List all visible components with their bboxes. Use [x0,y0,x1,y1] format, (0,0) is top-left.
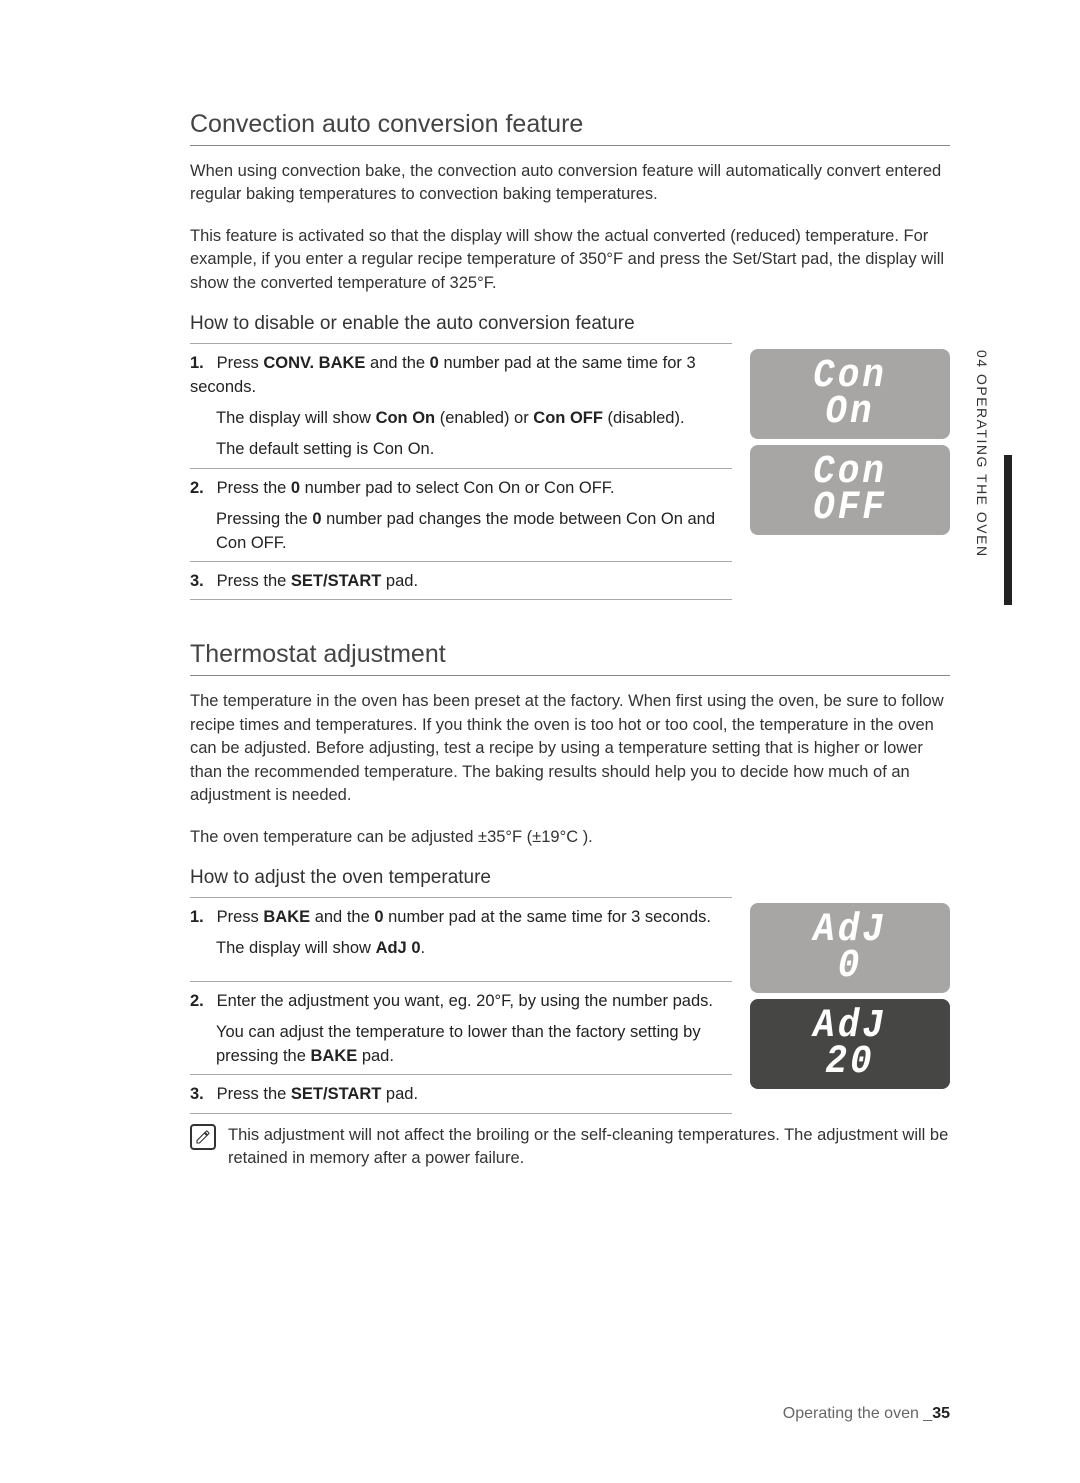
page-number: 35 [932,1405,950,1422]
step-number: 1. [190,906,212,929]
step-number: 2. [190,990,212,1013]
step-subtext: The display will show Con On (enabled) o… [216,407,732,430]
page-content: Convection auto conversion feature When … [0,0,1080,1230]
note-row: This adjustment will not affect the broi… [190,1124,950,1171]
step-number: 2. [190,477,212,500]
section2-step2: 2. Enter the adjustment you want, eg. 20… [190,981,732,1074]
step-subtext: Pressing the 0 number pad changes the mo… [216,508,732,555]
oven-display-con-on: Con On [750,349,950,439]
step-text: Enter the adjustment you want, eg. 20°F,… [217,992,713,1010]
section1-subtitle: How to disable or enable the auto conver… [190,313,950,335]
note-text: This adjustment will not affect the broi… [228,1124,950,1171]
page-footer: Operating the oven _35 [783,1405,950,1423]
section2-text-column: 1. Press BAKE and the 0 number pad at th… [190,897,750,1114]
section1-step3: 3. Press the SET/START pad. [190,561,732,600]
step-text: Press CONV. BAKE and the 0 number pad at… [190,354,696,395]
section1-para1: When using convection bake, the convecti… [190,160,950,207]
step-text: Press the SET/START pad. [217,1085,418,1103]
footer-text: Operating the oven _ [783,1405,932,1422]
step-text: Press BAKE and the 0 number pad at the s… [217,908,711,926]
step-subtext: The display will show AdJ 0. [216,937,732,960]
step-number: 3. [190,570,212,593]
section2-steps-row: 1. Press BAKE and the 0 number pad at th… [190,897,950,1114]
section2-para1: The temperature in the oven has been pre… [190,690,950,807]
step-subtext: You can adjust the temperature to lower … [216,1021,732,1068]
section1-step2: 2. Press the 0 number pad to select Con … [190,468,732,561]
section2-subtitle: How to adjust the oven temperature [190,867,950,889]
section2-para2: The oven temperature can be adjusted ±35… [190,826,950,849]
note-icon [190,1124,216,1150]
section1-display-column: Con On Con OFF [750,343,950,535]
section2-step1: 1. Press BAKE and the 0 number pad at th… [190,897,732,981]
section1-steps-row: 1. Press CONV. BAKE and the 0 number pad… [190,343,950,600]
section1-title: Convection auto conversion feature [190,110,950,146]
display-line2: 20 [825,1042,874,1082]
section2-title: Thermostat adjustment [190,640,950,676]
step-text: Press the SET/START pad. [217,572,418,590]
step-subtext: The default setting is Con On. [216,438,732,461]
display-line2: 0 [838,946,863,986]
section1-para2: This feature is activated so that the di… [190,225,950,295]
step-number: 1. [190,352,212,375]
oven-display-adj-20: AdJ 20 [750,999,950,1089]
section1-text-column: 1. Press CONV. BAKE and the 0 number pad… [190,343,750,600]
oven-display-con-off: Con OFF [750,445,950,535]
section1-step1: 1. Press CONV. BAKE and the 0 number pad… [190,343,732,468]
display-line2: OFF [813,488,887,528]
display-line2: On [825,392,874,432]
section2-display-column: AdJ 0 AdJ 20 [750,897,950,1089]
oven-display-adj-0: AdJ 0 [750,903,950,993]
step-number: 3. [190,1083,212,1106]
pencil-icon [195,1129,211,1145]
step-text: Press the 0 number pad to select Con On … [217,479,615,497]
section2-step3: 3. Press the SET/START pad. [190,1074,732,1113]
